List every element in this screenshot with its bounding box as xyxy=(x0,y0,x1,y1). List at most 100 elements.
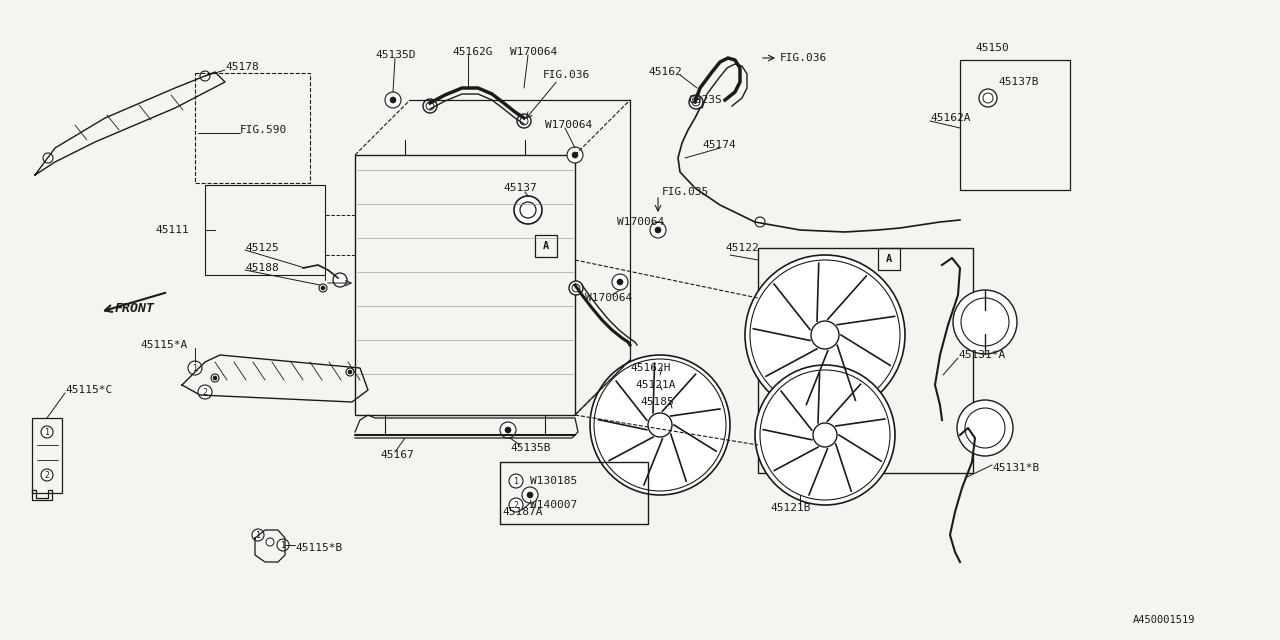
Circle shape xyxy=(390,97,396,103)
Bar xyxy=(535,235,557,257)
Circle shape xyxy=(319,284,326,292)
Circle shape xyxy=(612,274,628,290)
Circle shape xyxy=(954,290,1018,354)
Text: 45187A: 45187A xyxy=(502,507,543,517)
Text: 2: 2 xyxy=(45,470,50,479)
Text: 1: 1 xyxy=(513,477,518,486)
Text: 2: 2 xyxy=(202,387,207,397)
Text: 45137B: 45137B xyxy=(998,77,1038,87)
Circle shape xyxy=(689,95,703,109)
Circle shape xyxy=(509,474,524,488)
Text: 45131*B: 45131*B xyxy=(992,463,1039,473)
Circle shape xyxy=(979,89,997,107)
Bar xyxy=(355,155,575,415)
Bar xyxy=(195,73,310,183)
Circle shape xyxy=(348,370,352,374)
Text: 45137: 45137 xyxy=(503,183,536,193)
Circle shape xyxy=(211,374,219,382)
Text: A: A xyxy=(543,241,549,251)
Text: 45121B: 45121B xyxy=(771,503,810,513)
Text: W170064: W170064 xyxy=(509,47,557,57)
Circle shape xyxy=(755,365,895,505)
Circle shape xyxy=(617,279,623,285)
Circle shape xyxy=(500,422,516,438)
Text: 2: 2 xyxy=(513,500,518,509)
Bar xyxy=(758,248,973,473)
Circle shape xyxy=(276,539,289,551)
Text: 0923S: 0923S xyxy=(689,95,722,105)
Text: 45115*A: 45115*A xyxy=(140,340,187,350)
Circle shape xyxy=(212,376,218,380)
Text: 1: 1 xyxy=(45,428,50,436)
Circle shape xyxy=(515,196,541,224)
Text: 45162G: 45162G xyxy=(452,47,493,57)
Circle shape xyxy=(567,147,582,163)
Text: 45115*B: 45115*B xyxy=(294,543,342,553)
Text: 45135D: 45135D xyxy=(375,50,416,60)
Circle shape xyxy=(188,361,202,375)
Text: W170064: W170064 xyxy=(585,293,632,303)
Circle shape xyxy=(200,71,210,81)
Circle shape xyxy=(590,355,730,495)
Circle shape xyxy=(506,427,511,433)
Bar xyxy=(878,248,900,270)
Circle shape xyxy=(41,469,52,481)
Text: 1: 1 xyxy=(280,541,285,550)
Circle shape xyxy=(522,487,538,503)
Bar xyxy=(960,60,1070,190)
Circle shape xyxy=(266,538,274,546)
Text: 45125: 45125 xyxy=(244,243,279,253)
Text: FIG.590: FIG.590 xyxy=(241,125,287,135)
Circle shape xyxy=(648,413,672,437)
Circle shape xyxy=(527,492,532,498)
Circle shape xyxy=(385,92,401,108)
Text: 45131*A: 45131*A xyxy=(957,350,1005,360)
Text: 45150: 45150 xyxy=(975,43,1009,53)
Circle shape xyxy=(198,385,212,399)
Circle shape xyxy=(422,99,436,113)
Circle shape xyxy=(957,400,1012,456)
Bar xyxy=(32,418,61,493)
Circle shape xyxy=(517,114,531,128)
Text: 45185: 45185 xyxy=(640,397,673,407)
Bar xyxy=(500,462,648,524)
Text: 45162: 45162 xyxy=(648,67,682,77)
Text: 45174: 45174 xyxy=(701,140,736,150)
Circle shape xyxy=(755,217,765,227)
Text: FRONT: FRONT xyxy=(115,301,155,314)
Text: 45178: 45178 xyxy=(225,62,259,72)
Circle shape xyxy=(44,153,52,163)
Text: W130185: W130185 xyxy=(530,476,577,486)
Bar xyxy=(205,185,325,275)
Circle shape xyxy=(321,286,325,290)
Text: 45162A: 45162A xyxy=(931,113,970,123)
Text: A450001519: A450001519 xyxy=(1133,615,1196,625)
Text: 45115*C: 45115*C xyxy=(65,385,113,395)
Circle shape xyxy=(655,227,660,233)
Text: W140007: W140007 xyxy=(530,500,577,510)
Text: FIG.036: FIG.036 xyxy=(543,70,590,80)
Circle shape xyxy=(570,281,582,295)
Text: W170064: W170064 xyxy=(617,217,664,227)
Text: 1: 1 xyxy=(256,531,261,540)
Text: W170064: W170064 xyxy=(545,120,593,130)
Text: 45121A: 45121A xyxy=(635,380,676,390)
Circle shape xyxy=(346,368,355,376)
Text: A: A xyxy=(886,254,892,264)
Circle shape xyxy=(41,426,52,438)
Circle shape xyxy=(812,321,838,349)
Circle shape xyxy=(745,255,905,415)
Text: 45135B: 45135B xyxy=(509,443,550,453)
Circle shape xyxy=(650,222,666,238)
Text: 45162H: 45162H xyxy=(630,363,671,373)
Text: 45188: 45188 xyxy=(244,263,279,273)
Text: 45167: 45167 xyxy=(380,450,413,460)
Text: 45111: 45111 xyxy=(155,225,188,235)
Text: FIG.035: FIG.035 xyxy=(662,187,709,197)
Circle shape xyxy=(572,152,579,158)
Circle shape xyxy=(509,498,524,512)
Text: 45122: 45122 xyxy=(724,243,759,253)
Text: 1: 1 xyxy=(192,364,197,372)
Circle shape xyxy=(333,273,347,287)
Text: FIG.036: FIG.036 xyxy=(780,53,827,63)
